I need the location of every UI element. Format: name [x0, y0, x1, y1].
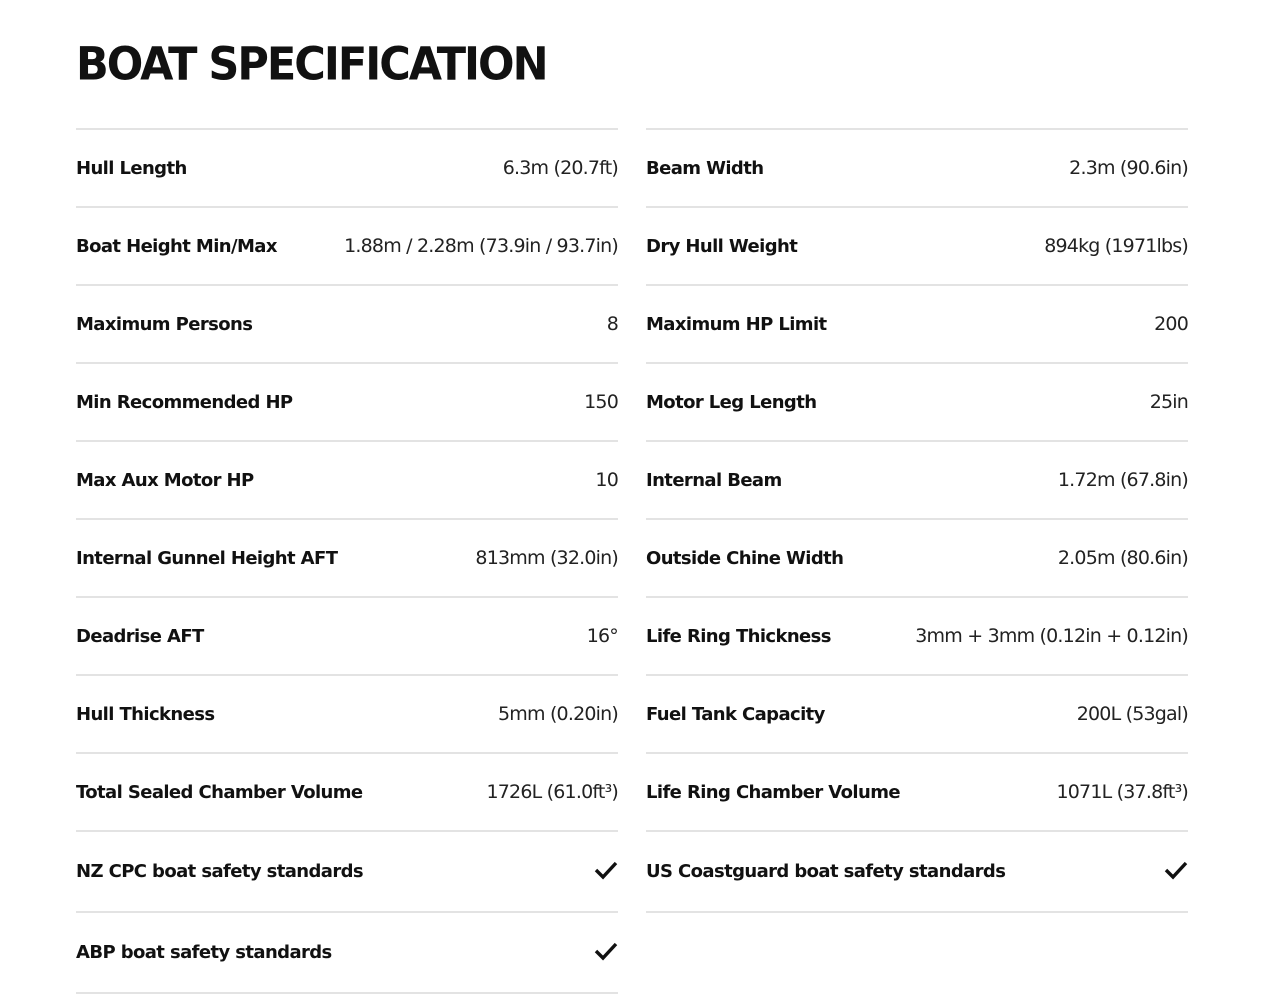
spec-label: Max Aux Motor HP: [76, 469, 254, 491]
spec-label: US Coastguard boat safety standards: [646, 861, 1006, 882]
spec-row: Maximum Persons 8: [76, 286, 619, 364]
spec-list-right: Beam Width 2.3m (90.6in) Dry Hull Weight 89…: [646, 128, 1189, 913]
spec-label: NZ CPC boat safety standards: [76, 861, 364, 882]
spec-value: 10: [595, 469, 618, 491]
spec-label: Deadrise AFT: [76, 625, 204, 647]
spec-row: Hull Length 6.3m (20.7ft): [76, 130, 619, 208]
spec-value: 894kg (1971lbs): [1044, 235, 1189, 257]
spec-value: 1.88m / 2.28m (73.9in / 93.7in): [344, 235, 619, 257]
spec-row: ABP boat safety standards: [76, 913, 618, 994]
spec-row: US Coastguard boat safety standards: [646, 832, 1188, 913]
spec-row: Boat Height Min/Max 1.88m / 2.28m (73.9in…: [76, 208, 619, 286]
spec-row: Maximum HP Limit 200: [646, 286, 1189, 364]
spec-label: Dry Hull Weight: [646, 235, 798, 257]
spec-row: Internal Beam 1.72m (67.8in): [646, 442, 1189, 520]
spec-list-left: Hull Length 6.3m (20.7ft) Boat Height Min/…: [76, 128, 619, 994]
spec-label: Beam Width: [646, 157, 764, 179]
spec-row: Outside Chine Width 2.05m (80.6in): [646, 520, 1189, 598]
spec-value: 150: [584, 391, 619, 413]
spec-label: Min Recommended HP: [76, 391, 293, 413]
spec-value: 2.3m (90.6in): [1069, 157, 1189, 179]
spec-row: Fuel Tank Capacity 200L (53gal): [646, 676, 1189, 754]
spec-label: Total Sealed Chamber Volume: [76, 781, 363, 803]
spec-row: Life Ring Chamber Volume 1071L (37.8ft³): [646, 754, 1189, 832]
spec-value: 16°: [586, 625, 619, 647]
spec-value: 1.72m (67.8in): [1057, 469, 1189, 491]
spec-row: Min Recommended HP 150: [76, 364, 619, 442]
spec-label: Maximum HP Limit: [646, 313, 827, 335]
spec-value: 1071L (37.8ft³): [1056, 781, 1188, 803]
spec-row: Deadrise AFT 16°: [76, 598, 619, 676]
spec-value: 2.05m (80.6in): [1057, 547, 1189, 569]
spec-label: Internal Beam: [646, 469, 782, 491]
spec-row: Hull Thickness 5mm (0.20in): [76, 676, 619, 754]
page-title: BOAT SPECIFICATION: [76, 38, 549, 92]
spec-label: Life Ring Thickness: [646, 625, 832, 647]
spec-label: Hull Thickness: [76, 703, 215, 725]
spec-value: 8: [606, 313, 619, 335]
spec-value: 200L (53gal): [1076, 703, 1189, 725]
spec-row: Motor Leg Length 25in: [646, 364, 1189, 442]
spec-label: Boat Height Min/Max: [76, 235, 277, 257]
spec-value: 5mm (0.20in): [498, 703, 619, 725]
spec-label: Internal Gunnel Height AFT: [76, 547, 338, 569]
spec-label: Motor Leg Length: [646, 391, 817, 413]
spec-row: Life Ring Thickness 3mm + 3mm (0.12in + 0…: [646, 598, 1189, 676]
spec-row: Beam Width 2.3m (90.6in): [646, 130, 1189, 208]
checkmark-icon: [594, 941, 618, 965]
spec-row: Dry Hull Weight 894kg (1971lbs): [646, 208, 1189, 286]
spec-value: 3mm + 3mm (0.12in + 0.12in): [915, 625, 1189, 647]
spec-row: Internal Gunnel Height AFT 813mm (32.0in): [76, 520, 619, 598]
checkmark-icon: [1164, 860, 1188, 884]
spec-label: Outside Chine Width: [646, 547, 844, 569]
spec-label: Maximum Persons: [76, 313, 253, 335]
spec-row: NZ CPC boat safety standards: [76, 832, 618, 913]
spec-value: 813mm (32.0in): [475, 547, 618, 569]
spec-row: Max Aux Motor HP 10: [76, 442, 619, 520]
spec-value: 1726L (61.0ft³): [486, 781, 618, 803]
spec-value: 25in: [1149, 391, 1189, 413]
spec-label: ABP boat safety standards: [76, 942, 332, 963]
checkmark-icon: [594, 860, 618, 884]
spec-value: 6.3m (20.7ft): [502, 157, 619, 179]
spec-label: Life Ring Chamber Volume: [646, 781, 901, 803]
spec-value: 200: [1154, 313, 1189, 335]
spec-label: Fuel Tank Capacity: [646, 703, 825, 725]
spec-label: Hull Length: [76, 157, 187, 179]
spec-row: Total Sealed Chamber Volume 1726L (61.0ft…: [76, 754, 619, 832]
